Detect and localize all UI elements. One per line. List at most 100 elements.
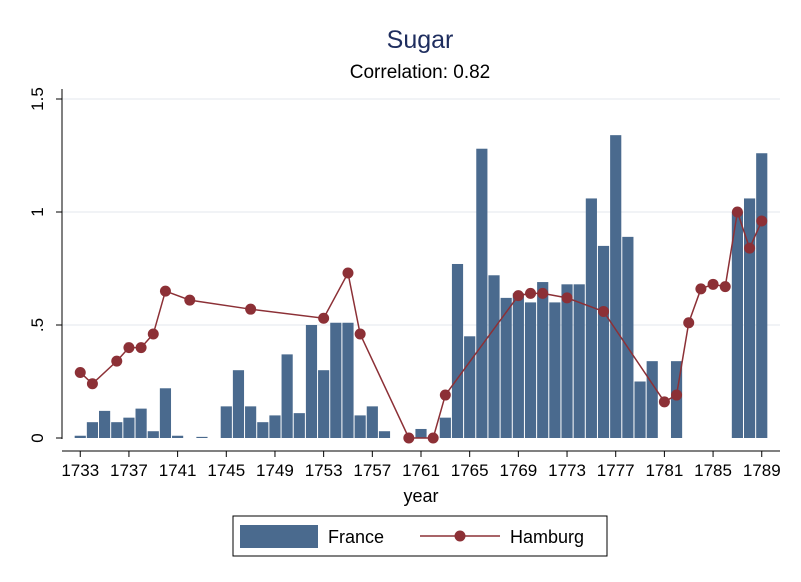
france-bar: [537, 282, 549, 438]
hamburg-point: [658, 396, 670, 408]
hamburg-point: [695, 283, 707, 295]
france-bar: [123, 417, 135, 438]
france-bar: [464, 336, 476, 438]
france-bar: [74, 435, 86, 438]
france-bar: [756, 153, 768, 439]
france-bar: [476, 148, 488, 438]
france-bar: [330, 322, 342, 438]
x-tick-label: 1737: [110, 461, 148, 480]
y-tick-label: 1.5: [28, 87, 47, 111]
hamburg-point: [537, 287, 549, 299]
france-bar: [111, 422, 123, 438]
hamburg-point: [135, 342, 147, 354]
hamburg-point: [342, 267, 354, 279]
france-bar: [585, 198, 597, 438]
hamburg-point: [245, 303, 257, 315]
hamburg-point: [719, 281, 731, 293]
x-tick-label: 1765: [451, 461, 489, 480]
france-bar: [196, 436, 208, 438]
hamburg-point: [683, 317, 695, 329]
x-tick-label: 1769: [499, 461, 537, 480]
x-tick-label: 1757: [353, 461, 391, 480]
hamburg-line: [74, 206, 768, 444]
x-axis-title: year: [403, 486, 438, 506]
chart-title: Sugar: [387, 26, 454, 54]
france-bar: [451, 263, 464, 438]
hamburg-point: [427, 432, 439, 444]
france-bar: [318, 370, 330, 438]
hamburg-point: [671, 389, 683, 401]
hamburg-point: [111, 355, 123, 367]
france-bar: [86, 422, 99, 438]
france-bar: [172, 435, 184, 438]
x-tick-label: 1745: [207, 461, 245, 480]
france-bar: [488, 275, 500, 438]
france-bar: [500, 297, 512, 438]
legend-label-france: France: [328, 527, 384, 547]
france-bar: [147, 431, 159, 438]
france-bar: [731, 212, 743, 438]
y-tick-label: 0: [28, 433, 47, 442]
hamburg-point: [744, 242, 756, 254]
france-bar: [439, 417, 451, 438]
x-tick-label: 1749: [256, 461, 294, 480]
x-tick-label: 1741: [159, 461, 197, 480]
france-bar: [354, 415, 366, 438]
hamburg-point: [74, 366, 86, 378]
france-bar: [257, 422, 269, 438]
hamburg-point: [403, 432, 415, 444]
legend-label-hamburg: Hamburg: [510, 527, 584, 547]
france-bar: [378, 431, 391, 438]
france-bar: [342, 322, 354, 438]
france-bar: [220, 406, 232, 438]
legend-swatch-france: [240, 525, 318, 548]
hamburg-point: [525, 287, 537, 299]
france-bar: [99, 410, 111, 438]
hamburg-point: [184, 294, 196, 306]
france-bar: [281, 354, 293, 438]
x-tick-label: 1753: [305, 461, 343, 480]
france-bar: [245, 406, 257, 438]
x-tick-label: 1733: [61, 461, 99, 480]
x-tick-label: 1761: [402, 461, 440, 480]
axes: 0 .5 1 1.5 1733 1737 1741 1745 1749 1753 1757 1761 1…: [28, 87, 781, 480]
hamburg-point: [731, 206, 743, 218]
hamburg-point: [159, 285, 171, 297]
france-bar: [646, 361, 658, 438]
france-bar: [232, 370, 245, 438]
france-bar: [561, 284, 573, 438]
france-bar: [512, 293, 524, 438]
hamburg-point: [561, 292, 573, 304]
hamburg-point: [123, 342, 135, 354]
legend-marker-hamburg: [454, 530, 466, 542]
hamburg-point: [598, 305, 610, 317]
france-bar: [366, 406, 378, 438]
france-bar: [549, 302, 561, 438]
france-bar: [573, 284, 585, 438]
france-bar: [305, 325, 318, 438]
france-bar: [135, 408, 147, 438]
y-tick-label: 1: [28, 207, 47, 216]
france-bar: [159, 388, 172, 438]
france-bar: [743, 198, 756, 438]
x-tick-label: 1785: [694, 461, 732, 480]
france-bar: [415, 428, 427, 438]
hamburg-point: [439, 389, 451, 401]
legend: France Hamburg: [232, 515, 608, 557]
france-bar: [622, 236, 634, 438]
hamburg-point: [354, 328, 366, 340]
france-bar: [524, 302, 537, 438]
x-tick-label: 1773: [548, 461, 586, 480]
france-bar: [610, 135, 622, 438]
hamburg-point: [86, 378, 98, 390]
y-tick-label: .5: [28, 318, 47, 332]
x-tick-label: 1789: [743, 461, 781, 480]
france-bar: [634, 381, 646, 438]
france-bar: [293, 413, 305, 438]
x-tick-label: 1777: [597, 461, 635, 480]
france-bar: [597, 245, 610, 438]
chart-subtitle: Correlation: 0.82: [350, 62, 490, 83]
hamburg-point: [756, 215, 768, 227]
grid-lines: [62, 98, 780, 326]
